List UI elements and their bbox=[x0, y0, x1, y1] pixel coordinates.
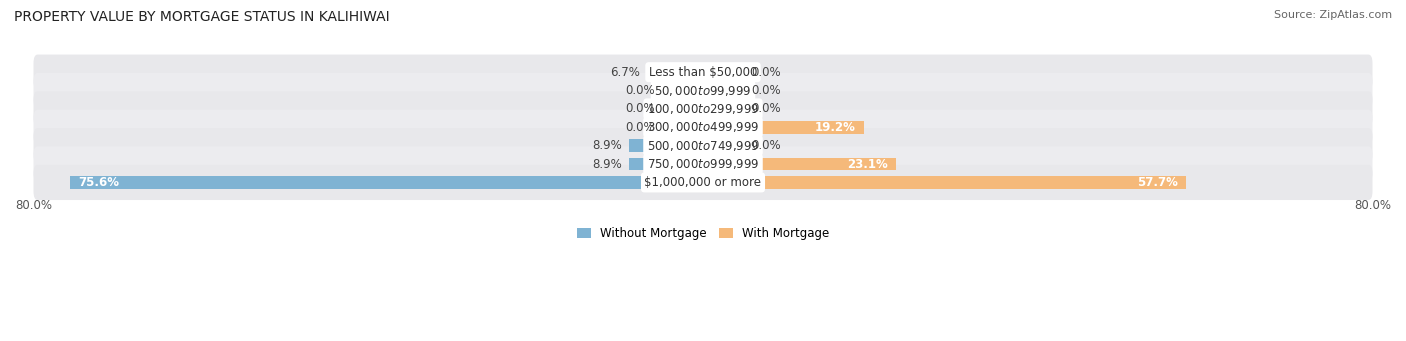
Text: $750,000 to $999,999: $750,000 to $999,999 bbox=[647, 157, 759, 171]
Bar bbox=[628, 139, 703, 152]
Text: $300,000 to $499,999: $300,000 to $499,999 bbox=[647, 120, 759, 134]
Text: 0.0%: 0.0% bbox=[624, 102, 654, 115]
Text: $100,000 to $299,999: $100,000 to $299,999 bbox=[647, 102, 759, 116]
Text: 23.1%: 23.1% bbox=[848, 158, 889, 170]
Text: 19.2%: 19.2% bbox=[814, 121, 855, 134]
FancyBboxPatch shape bbox=[34, 91, 1372, 127]
Bar bbox=[703, 103, 745, 115]
Bar bbox=[703, 158, 896, 170]
Text: Less than $50,000: Less than $50,000 bbox=[648, 66, 758, 79]
Text: 0.0%: 0.0% bbox=[752, 84, 782, 97]
Text: 75.6%: 75.6% bbox=[79, 176, 120, 189]
Text: $1,000,000 or more: $1,000,000 or more bbox=[644, 176, 762, 189]
Bar bbox=[661, 103, 703, 115]
Bar bbox=[647, 66, 703, 78]
Text: 0.0%: 0.0% bbox=[752, 139, 782, 152]
Text: PROPERTY VALUE BY MORTGAGE STATUS IN KALIHIWAI: PROPERTY VALUE BY MORTGAGE STATUS IN KAL… bbox=[14, 10, 389, 24]
Text: 57.7%: 57.7% bbox=[1136, 176, 1177, 189]
Bar bbox=[661, 84, 703, 97]
Text: $500,000 to $749,999: $500,000 to $749,999 bbox=[647, 139, 759, 153]
Text: 0.0%: 0.0% bbox=[624, 84, 654, 97]
Text: 0.0%: 0.0% bbox=[624, 121, 654, 134]
Bar bbox=[661, 121, 703, 134]
Text: $50,000 to $99,999: $50,000 to $99,999 bbox=[654, 84, 752, 98]
Text: 8.9%: 8.9% bbox=[592, 158, 621, 170]
Text: Source: ZipAtlas.com: Source: ZipAtlas.com bbox=[1274, 10, 1392, 20]
Bar bbox=[628, 158, 703, 170]
Bar bbox=[703, 84, 745, 97]
Legend: Without Mortgage, With Mortgage: Without Mortgage, With Mortgage bbox=[572, 222, 834, 245]
Bar bbox=[703, 176, 1185, 189]
FancyBboxPatch shape bbox=[34, 146, 1372, 182]
Bar bbox=[703, 121, 863, 134]
Text: 0.0%: 0.0% bbox=[752, 66, 782, 79]
FancyBboxPatch shape bbox=[34, 128, 1372, 163]
FancyBboxPatch shape bbox=[34, 73, 1372, 108]
Text: 6.7%: 6.7% bbox=[610, 66, 640, 79]
Text: 0.0%: 0.0% bbox=[752, 102, 782, 115]
FancyBboxPatch shape bbox=[34, 110, 1372, 145]
Bar bbox=[703, 66, 745, 78]
Bar bbox=[70, 176, 703, 189]
Text: 8.9%: 8.9% bbox=[592, 139, 621, 152]
Bar bbox=[703, 139, 745, 152]
FancyBboxPatch shape bbox=[34, 55, 1372, 90]
FancyBboxPatch shape bbox=[34, 165, 1372, 200]
